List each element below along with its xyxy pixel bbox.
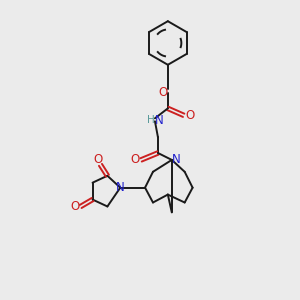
Text: O: O xyxy=(70,200,79,213)
Text: N: N xyxy=(154,114,163,127)
Text: O: O xyxy=(185,109,194,122)
Text: N: N xyxy=(172,153,181,167)
Text: N: N xyxy=(116,181,125,194)
Text: H: H xyxy=(147,115,155,125)
Text: O: O xyxy=(94,153,103,167)
Text: O: O xyxy=(158,86,167,99)
Text: O: O xyxy=(130,153,140,167)
